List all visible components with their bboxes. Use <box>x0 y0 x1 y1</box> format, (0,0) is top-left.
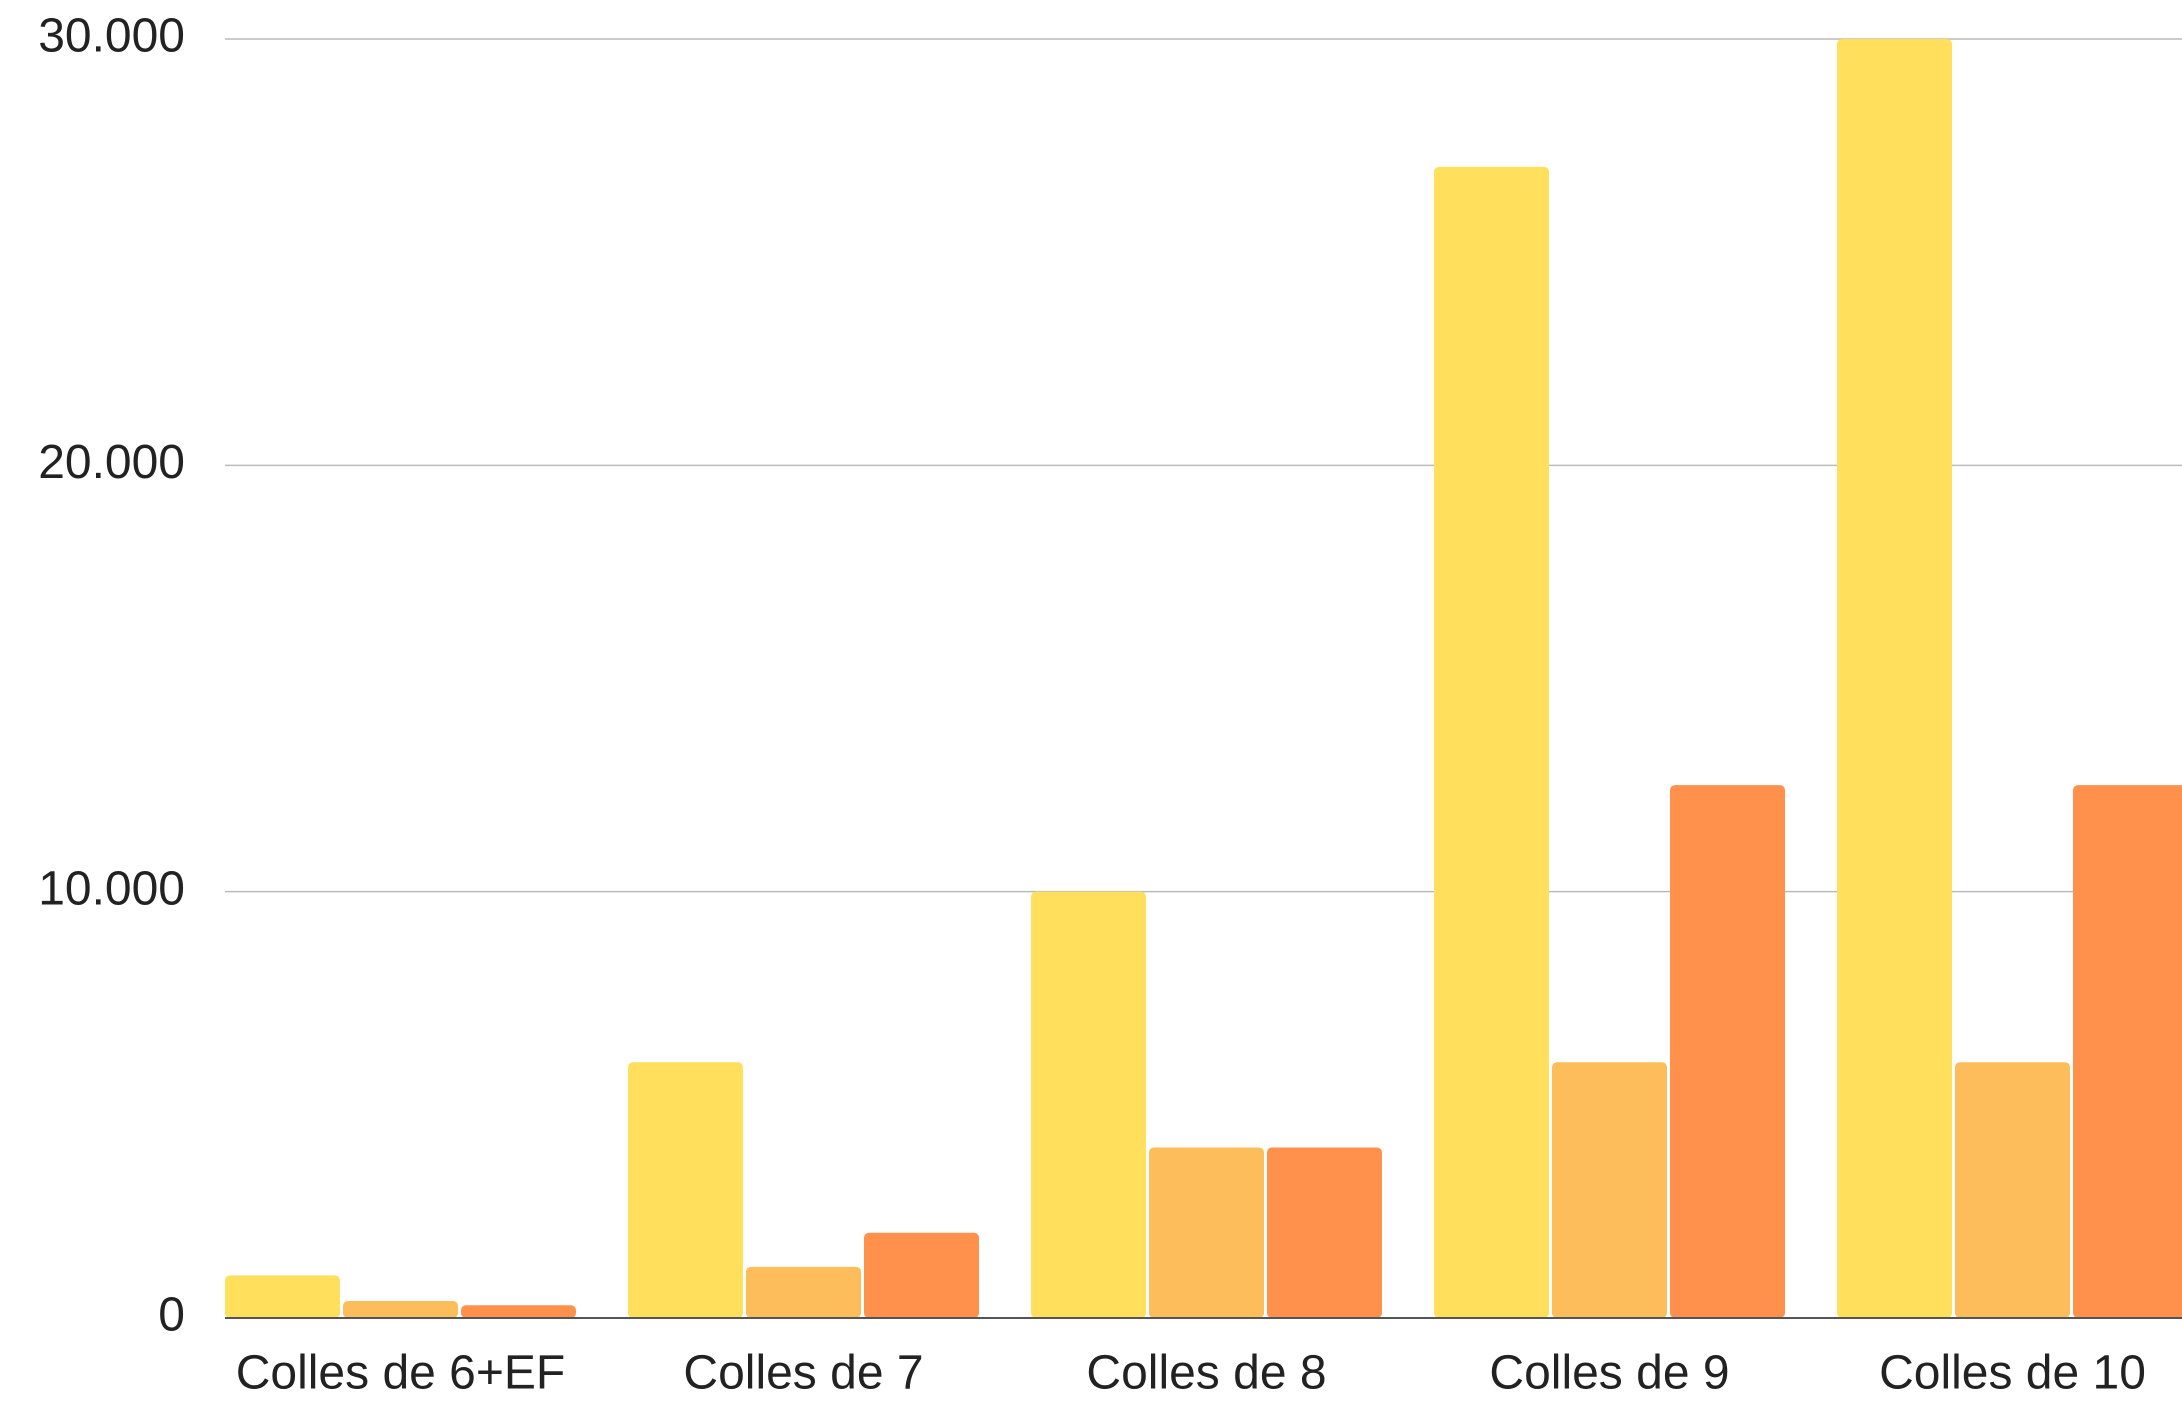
bar <box>1267 1147 1382 1318</box>
bar <box>1149 1147 1264 1318</box>
bar <box>1837 39 1952 1318</box>
bar <box>746 1266 861 1318</box>
bar <box>1955 1062 2070 1318</box>
x-tick-label: Colles de 9 <box>1489 1347 1729 1400</box>
y-tick-label: 10.000 <box>38 862 185 915</box>
bar <box>1670 785 1785 1318</box>
x-tick-label: Colles de 10 <box>1879 1347 2146 1400</box>
x-tick-label: Colles de 7 <box>683 1347 923 1400</box>
bar <box>343 1300 458 1318</box>
bar <box>2073 785 2182 1318</box>
bar <box>628 1062 743 1318</box>
bar <box>1552 1062 1667 1318</box>
bar <box>461 1305 576 1318</box>
bar <box>1434 166 1549 1318</box>
bar <box>1031 891 1146 1318</box>
x-tick-label: Colles de 8 <box>1086 1347 1326 1400</box>
y-tick-label: 0 <box>158 1289 185 1342</box>
bar <box>225 1275 340 1318</box>
bar <box>864 1232 979 1318</box>
x-tick-label: Colles de 6+EF <box>236 1347 566 1400</box>
y-tick-label: 30.000 <box>38 10 185 63</box>
y-tick-label: 20.000 <box>38 436 185 489</box>
